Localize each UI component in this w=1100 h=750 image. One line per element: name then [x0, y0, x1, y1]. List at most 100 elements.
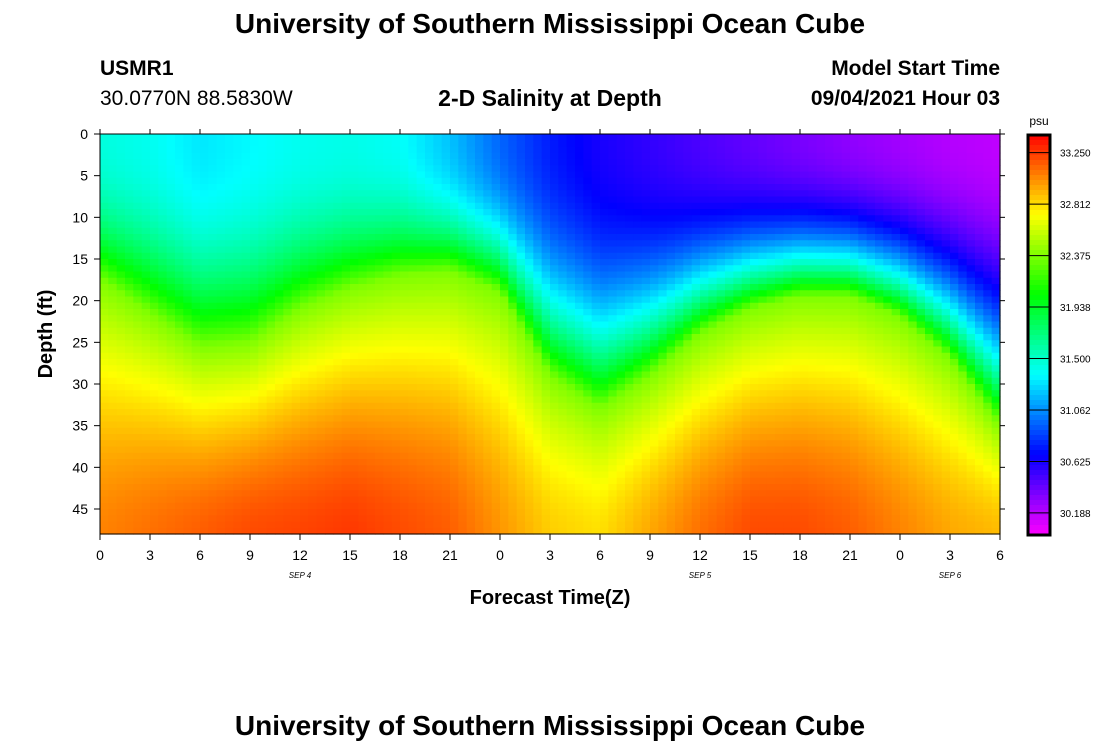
- heatmap-cell: [358, 321, 368, 329]
- heatmap-cell: [183, 471, 193, 479]
- heatmap-cell: [433, 271, 443, 279]
- heatmap-cell: [658, 246, 668, 254]
- heatmap-cell: [308, 259, 318, 266]
- heatmap-cell: [433, 440, 443, 448]
- heatmap-cell: [141, 196, 151, 204]
- heatmap-cell: [166, 315, 176, 323]
- heatmap-cell: [233, 221, 243, 229]
- heatmap-cell: [358, 396, 368, 404]
- heatmap-cell: [258, 334, 268, 341]
- heatmap-cell: [333, 296, 343, 304]
- heatmap-cell: [175, 290, 184, 298]
- heatmap-cell: [150, 477, 159, 485]
- heatmap-cell: [158, 146, 168, 154]
- heatmap-cell: [516, 521, 526, 529]
- heatmap-cell: [591, 140, 601, 148]
- heatmap-cell: [666, 209, 676, 216]
- heatmap-cell: [508, 134, 518, 141]
- heatmap-cell: [683, 502, 693, 510]
- heatmap-cell: [233, 165, 243, 173]
- heatmap-cell: [200, 340, 209, 348]
- heatmap-cell: [475, 259, 484, 266]
- heatmap-cell: [608, 296, 618, 304]
- heatmap-cell: [366, 265, 376, 273]
- heatmap-cell: [375, 521, 384, 529]
- heatmap-cell: [258, 346, 268, 354]
- heatmap-cell: [175, 484, 184, 491]
- heatmap-cell: [341, 177, 351, 185]
- heatmap-cell: [258, 196, 268, 204]
- heatmap-cell: [400, 227, 409, 235]
- heatmap-cell: [466, 284, 476, 291]
- heatmap-cell: [350, 315, 359, 323]
- heatmap-cell: [591, 427, 601, 435]
- heatmap-cell: [733, 171, 743, 179]
- heatmap-cell: [150, 434, 159, 441]
- heatmap-cell: [491, 209, 501, 216]
- heatmap-cell: [708, 202, 718, 210]
- heatmap-cell: [175, 221, 184, 229]
- heatmap-cell: [125, 459, 134, 466]
- heatmap-cell: [275, 427, 284, 435]
- heatmap-cell: [741, 140, 751, 148]
- heatmap-cell: [366, 277, 376, 285]
- heatmap-cell: [258, 246, 268, 254]
- heatmap-cell: [250, 202, 259, 210]
- heatmap-cell: [350, 496, 359, 504]
- heatmap-cell: [558, 165, 568, 173]
- heatmap-cell: [216, 252, 226, 260]
- heatmap-cell: [316, 352, 326, 360]
- heatmap-cell: [100, 384, 109, 391]
- heatmap-cell: [333, 134, 343, 141]
- heatmap-cell: [158, 490, 168, 498]
- heatmap-cell: [325, 327, 334, 335]
- heatmap-cell: [558, 471, 568, 479]
- heatmap-cell: [716, 290, 726, 298]
- heatmap-cell: [116, 171, 126, 179]
- heatmap-cell: [450, 346, 459, 354]
- heatmap-cell: [475, 365, 484, 373]
- heatmap-cell: [258, 527, 268, 535]
- heatmap-cell: [358, 240, 368, 248]
- heatmap-cell: [491, 234, 501, 241]
- heatmap-cell: [708, 427, 718, 435]
- heatmap-cell: [250, 240, 259, 248]
- heatmap-cell: [516, 171, 526, 179]
- heatmap-cell: [216, 315, 226, 323]
- heatmap-cell: [216, 459, 226, 466]
- heatmap-cell: [691, 346, 701, 354]
- heatmap-cell: [641, 371, 651, 379]
- heatmap-cell: [533, 296, 543, 304]
- heatmap-cell: [733, 477, 743, 485]
- heatmap-cell: [500, 134, 509, 141]
- heatmap-cell: [116, 302, 126, 310]
- heatmap-cell: [741, 402, 751, 410]
- heatmap-cell: [716, 190, 726, 198]
- heatmap-cell: [416, 302, 426, 310]
- heatmap-cell: [708, 165, 718, 173]
- heatmap-cell: [458, 215, 468, 223]
- heatmap-cell: [308, 471, 318, 479]
- heatmap-cell: [491, 321, 501, 329]
- heatmap-cell: [450, 359, 459, 366]
- heatmap-cell: [133, 196, 143, 204]
- heatmap-cell: [375, 159, 384, 166]
- heatmap-cell: [450, 396, 459, 404]
- heatmap-cell: [675, 465, 684, 473]
- heatmap-cell: [675, 165, 684, 173]
- heatmap-cell: [316, 152, 326, 160]
- heatmap-cell: [241, 209, 251, 216]
- heatmap-cell: [441, 465, 451, 473]
- heatmap-cell: [566, 177, 576, 185]
- heatmap-cell: [483, 459, 493, 466]
- heatmap-cell: [483, 171, 493, 179]
- heatmap-cell: [591, 190, 601, 198]
- heatmap-cell: [400, 152, 409, 160]
- heatmap-cell: [608, 346, 618, 354]
- heatmap-cell: [500, 265, 509, 273]
- heatmap-cell: [466, 371, 476, 379]
- heatmap-cell: [383, 240, 393, 248]
- heatmap-cell: [633, 246, 643, 254]
- heatmap-cell: [366, 196, 376, 204]
- heatmap-cell: [108, 284, 118, 291]
